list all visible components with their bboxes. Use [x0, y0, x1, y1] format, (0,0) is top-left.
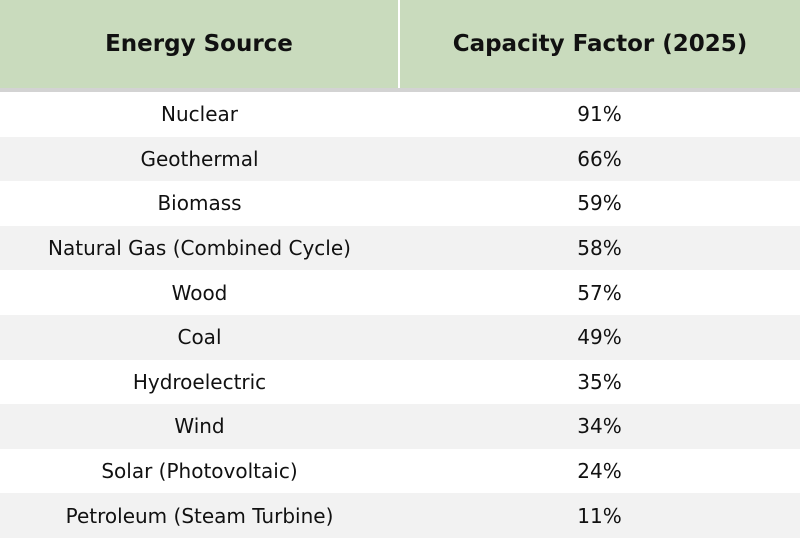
source-cell: Wood	[171, 280, 228, 305]
table-row: Wood 57%	[0, 270, 800, 315]
source-cell: Geothermal	[0, 136, 399, 182]
table-body: Nuclear 91% Geothermal 66% Biomass 59% Natural…	[0, 90, 800, 538]
value-cell: 66%	[399, 136, 800, 182]
source-cell: Coal	[0, 314, 399, 360]
source-cell: Biomass	[157, 191, 242, 216]
table-row: Biomass 59%	[0, 181, 800, 226]
table-row: Nuclear 91%	[0, 90, 800, 137]
value-cell: 35%	[577, 369, 622, 394]
table-row: Hydroelectric 35%	[0, 360, 800, 405]
value-cell: 91%	[577, 102, 622, 127]
source-cell: Wind	[0, 404, 399, 449]
value-cell: 24%	[577, 459, 622, 484]
table-row: Geothermal 66%	[0, 136, 800, 182]
source-cell: Solar (Photovoltaic)	[101, 459, 298, 484]
header-cell: Energy Source	[0, 0, 399, 92]
value-cell: 34%	[399, 404, 800, 449]
value-cell: 58%	[399, 225, 800, 271]
source-cell: Natural Gas (Combined Cycle)	[0, 225, 399, 271]
table-row: Petroleum (Steam Turbine) 11%	[0, 493, 800, 538]
source-cell: Petroleum (Steam Turbine)	[0, 493, 399, 538]
table-row: Natural Gas (Combined Cycle) 58%	[0, 225, 800, 271]
value-cell: 57%	[577, 280, 622, 305]
source-cell: Hydroelectric	[132, 369, 267, 394]
table-row: Solar (Photovoltaic) 24%	[0, 449, 800, 494]
table-row: Wind 34%	[0, 404, 800, 449]
table-row: Coal 49%	[0, 314, 800, 360]
value-cell: 49%	[399, 314, 800, 360]
source-cell: Nuclear	[161, 102, 238, 127]
header-row: Energy Source Capacity Factor (2025)	[0, 0, 800, 92]
value-cell: 11%	[399, 493, 800, 538]
value-cell: 59%	[577, 191, 622, 216]
header-cell: Capacity Factor (2025)	[398, 0, 800, 92]
